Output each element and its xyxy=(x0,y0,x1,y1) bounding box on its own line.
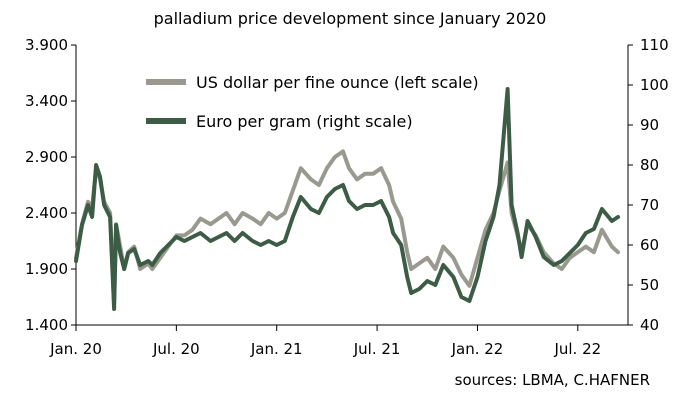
left-tick-label: 2.900 xyxy=(25,148,68,166)
right-tick-label: 110 xyxy=(640,36,669,54)
left-tick-label: 1.400 xyxy=(25,316,68,334)
left-tick-label: 1.900 xyxy=(25,260,68,278)
left-y-axis: 1.400 1.900 2.400 2.900 3.400 3.900 xyxy=(25,36,77,334)
series-line-euro xyxy=(74,87,620,311)
left-tick-label: 2.400 xyxy=(25,204,68,222)
x-tick-label: Jan. 22 xyxy=(451,340,504,358)
chart-title: palladium price development since Januar… xyxy=(154,9,547,28)
right-tick-label: 90 xyxy=(640,116,659,134)
right-tick-label: 60 xyxy=(640,236,659,254)
legend: US dollar per fine ounce (left scale) Eu… xyxy=(146,73,479,131)
x-axis: Jan. 20 Jul. 20 Jan. 21 Jul. 21 Jan. 22 Jul. … xyxy=(49,324,628,358)
series-line-us-dollar xyxy=(74,149,620,305)
right-tick-label: 40 xyxy=(640,316,659,334)
right-tick-label: 80 xyxy=(640,156,659,174)
right-tick-label: 70 xyxy=(640,196,659,214)
x-tick-label: Jul. 21 xyxy=(353,340,401,358)
right-tick-label: 100 xyxy=(640,76,669,94)
right-tick-label: 50 xyxy=(640,276,659,294)
x-tick-label: Jul. 20 xyxy=(152,340,200,358)
right-y-axis: 40 50 60 70 80 90 100 110 xyxy=(627,36,669,334)
legend-label-euro: Euro per gram (right scale) xyxy=(196,112,413,131)
left-tick-label: 3.900 xyxy=(25,36,68,54)
series-layer xyxy=(74,87,620,311)
x-tick-label: Jan. 21 xyxy=(250,340,303,358)
source-note: sources: LBMA, C.HAFNER xyxy=(455,371,650,389)
x-tick-label: Jan. 20 xyxy=(49,340,102,358)
legend-label-us-dollar: US dollar per fine ounce (left scale) xyxy=(196,73,479,92)
left-tick-label: 3.400 xyxy=(25,92,68,110)
x-tick-label: Jul. 22 xyxy=(553,340,601,358)
